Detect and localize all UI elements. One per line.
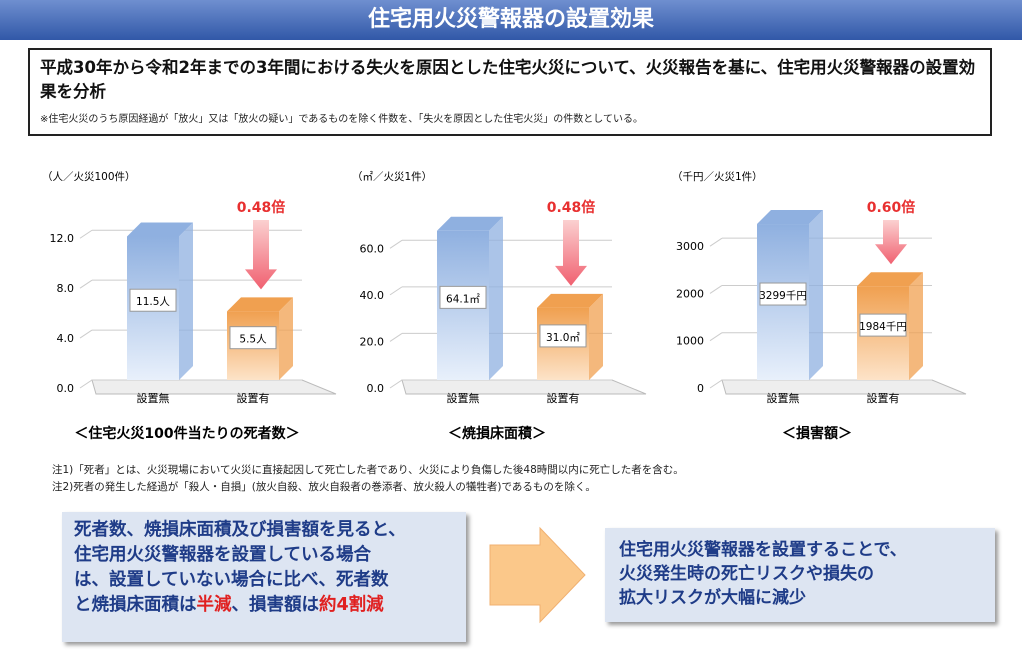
text: 、損害額は (231, 595, 320, 615)
result-line: 住宅用火災警報器を設置することで、 (619, 540, 907, 560)
grid-side (79, 379, 93, 389)
y-tick-label: 0 (697, 382, 704, 395)
bar-top (437, 216, 503, 231)
grid-side (709, 379, 723, 389)
result-box: 住宅用火災警報器を設置することで、 火災発生時の死亡リスクや損失の 拡大リスクが… (605, 528, 995, 622)
annotation: 0.60倍 (867, 199, 916, 216)
heading: 平成30年から令和2年までの3年間における失火を原因とした住宅火災について、火災… (40, 58, 976, 101)
y-tick-label: 2000 (676, 287, 704, 300)
notes: 注1)「死者」とは、火災現場において火災に直接起因して死亡した者であり、火災によ… (52, 462, 684, 496)
value-label-bg (759, 282, 807, 306)
x-tick-label: 設置無 (137, 391, 170, 405)
value-label-bg (229, 326, 277, 350)
value-label: 11.5人 (136, 296, 170, 308)
y-tick-label: 0.0 (367, 382, 385, 395)
summary-box: 死者数、焼損床面積及び損害額を見ると、 住宅用火災警報器を設置している場合 は、… (62, 512, 466, 642)
title: 住宅用火災警報器の設置効果 (0, 0, 1022, 40)
bar-top (857, 272, 923, 287)
y-tick-label: 1000 (676, 335, 704, 348)
result-line: 拡大リスクが大幅に減少 (619, 588, 806, 608)
grid-side (79, 229, 93, 239)
value-label: 31.0㎡ (546, 332, 580, 344)
ratio-arrow (875, 220, 907, 265)
bar-side (489, 216, 503, 380)
x-tick-label: 設置無 (767, 391, 800, 405)
grid-side (709, 237, 723, 247)
summary-line: と焼損床面積は半減、損害額は約4割減 (74, 593, 454, 618)
x-tick-label: 設置有 (237, 391, 270, 405)
bar-side (279, 297, 293, 380)
bar-side (589, 293, 603, 380)
grid-side (79, 329, 93, 339)
summary-line: は、設置していない場合に比べ、死者数 (74, 570, 389, 590)
annotation: 0.48倍 (547, 199, 596, 216)
note-line: 注1)「死者」とは、火災現場において火災に直接起因して死亡した者であり、火災によ… (52, 464, 684, 476)
header-box: 平成30年から令和2年までの3年間における失火を原因とした住宅火災について、火災… (28, 48, 992, 136)
floor (91, 379, 337, 395)
y-tick-label: 4.0 (57, 332, 75, 345)
chart-caption: ＜焼損床面積＞ (448, 425, 546, 442)
value-label: 1984千円 (859, 321, 907, 333)
bar-side (179, 222, 193, 380)
highlight: 半減 (196, 595, 232, 615)
bar-top (227, 297, 293, 312)
bar-top (757, 210, 823, 225)
bar-side (809, 210, 823, 380)
bar-top (127, 222, 193, 237)
highlight: 約4割減 (319, 595, 384, 615)
grid-side (79, 279, 93, 289)
unit-label: （㎡／火災1件） (352, 171, 432, 183)
value-label-bg (439, 285, 487, 309)
text: と焼損床面積は (74, 595, 197, 615)
arrow (489, 526, 586, 624)
value-label: 64.1㎡ (446, 293, 480, 305)
y-tick-label: 8.0 (57, 282, 75, 295)
value-label-bg (129, 288, 177, 312)
annotation: 0.48倍 (237, 199, 286, 216)
value-label-bg (859, 313, 907, 337)
grid-side (389, 239, 403, 249)
grid-side (709, 332, 723, 342)
summary-line: 住宅用火災警報器を設置している場合 (74, 545, 371, 565)
y-tick-label: 60.0 (360, 242, 385, 255)
value-label-bg (539, 324, 587, 348)
summary-line: 死者数、焼損床面積及び損害額を見ると、 (74, 520, 406, 540)
y-tick-label: 40.0 (360, 289, 385, 302)
arrow-shape (489, 526, 586, 624)
x-tick-label: 設置有 (867, 391, 900, 405)
x-tick-label: 設置有 (547, 391, 580, 405)
chart-caption: ＜損害額＞ (782, 425, 852, 442)
unit-label: （千円／火災1件） (672, 171, 763, 183)
note-line: 注2)死者の発生した経過が「殺人・自損」(放火自殺、放火自殺者の巻添者、放火殺人… (52, 481, 596, 493)
value-label: 3299千円 (759, 290, 807, 302)
chart-caption: ＜住宅火災100件当たりの死者数＞ (74, 425, 299, 442)
x-tick-label: 設置無 (447, 391, 480, 405)
floor (401, 379, 647, 395)
grid-side (389, 333, 403, 342)
grid-side (709, 285, 723, 294)
y-tick-label: 3000 (676, 240, 704, 253)
note: ※住宅火災のうち原因経過が「放火」又は「放火の疑い」であるものを除く件数を、「失… (40, 114, 643, 125)
result-line: 火災発生時の死亡リスクや損失の (619, 564, 874, 584)
bar-side (909, 272, 923, 380)
value-label: 5.5人 (239, 334, 267, 346)
grid-side (389, 379, 403, 389)
grid-side (389, 286, 403, 296)
ratio-arrow (555, 220, 587, 286)
ratio-arrow (245, 220, 277, 290)
unit-label: （人／火災100件） (42, 171, 136, 183)
floor (721, 379, 967, 395)
y-tick-label: 20.0 (360, 335, 385, 348)
y-tick-label: 12.0 (50, 232, 75, 245)
bar-top (537, 293, 603, 308)
y-tick-label: 0.0 (57, 382, 75, 395)
